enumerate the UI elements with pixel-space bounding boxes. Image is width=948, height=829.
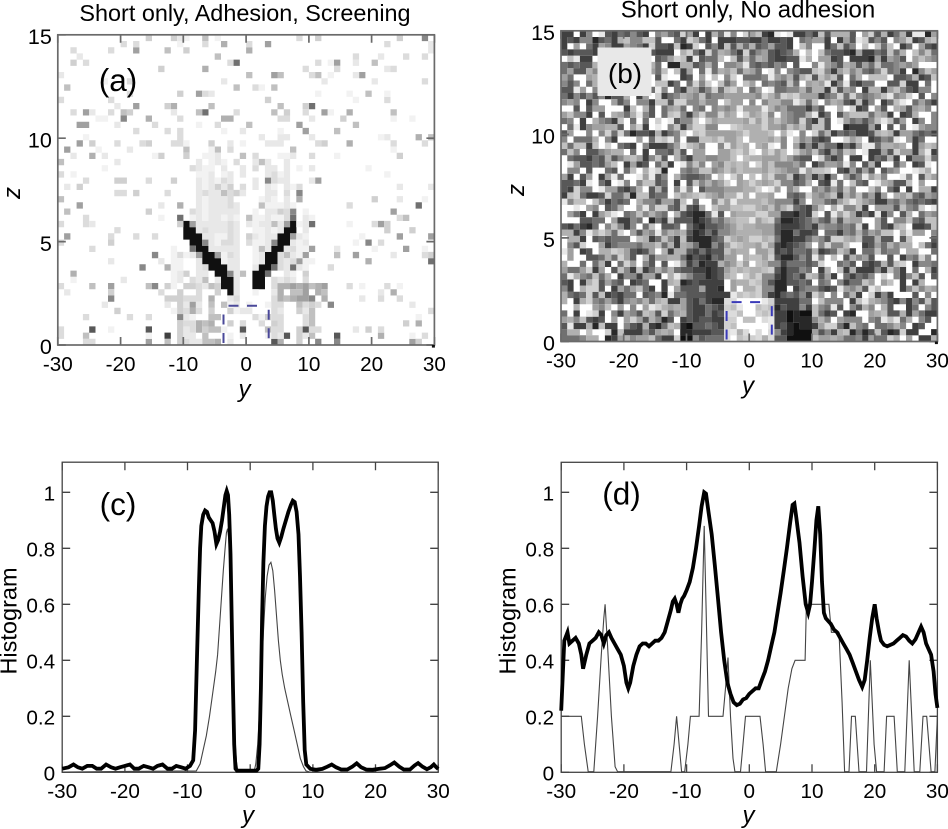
svg-text:Short only, Adhesion, Screenin: Short only, Adhesion, Screening — [79, 0, 410, 26]
svg-text:20: 20 — [364, 780, 387, 803]
svg-text:y: y — [741, 802, 757, 829]
svg-text:-10: -10 — [672, 350, 702, 373]
svg-text:-30: -30 — [546, 780, 576, 803]
svg-text:30: 30 — [926, 350, 948, 373]
svg-text:-30: -30 — [43, 353, 73, 376]
svg-text:y: y — [740, 373, 756, 400]
svg-text:5: 5 — [543, 228, 555, 252]
svg-text:0: 0 — [240, 353, 252, 376]
svg-text:1: 1 — [44, 482, 56, 505]
svg-text:Histogram: Histogram — [0, 567, 22, 674]
svg-text:0: 0 — [743, 350, 755, 373]
svg-text:20: 20 — [863, 780, 886, 803]
svg-text:30: 30 — [427, 780, 450, 803]
svg-text:-30: -30 — [546, 350, 576, 373]
svg-text:0.8: 0.8 — [525, 538, 554, 561]
svg-text:(a): (a) — [99, 62, 138, 98]
svg-text:(c): (c) — [100, 486, 137, 522]
svg-text:(b): (b) — [608, 58, 642, 89]
svg-text:10: 10 — [531, 125, 555, 149]
svg-text:(d): (d) — [602, 476, 641, 512]
svg-text:0: 0 — [40, 335, 52, 359]
svg-text:20: 20 — [863, 350, 886, 373]
svg-text:0.6: 0.6 — [525, 594, 554, 617]
svg-text:0: 0 — [244, 780, 256, 803]
svg-text:10: 10 — [297, 353, 320, 376]
svg-text:-10: -10 — [173, 780, 203, 803]
svg-text:y: y — [237, 376, 253, 403]
svg-text:0.4: 0.4 — [525, 650, 554, 673]
svg-text:0.2: 0.2 — [26, 706, 55, 729]
svg-text:Histogram: Histogram — [495, 567, 521, 674]
svg-text:0.4: 0.4 — [26, 650, 55, 673]
svg-text:1: 1 — [543, 482, 555, 505]
svg-text:10: 10 — [800, 350, 823, 373]
svg-text:10: 10 — [301, 780, 324, 803]
svg-text:30: 30 — [423, 353, 446, 376]
svg-text:-10: -10 — [168, 353, 198, 376]
svg-text:20: 20 — [360, 353, 383, 376]
svg-text:0.6: 0.6 — [26, 594, 55, 617]
svg-text:10: 10 — [800, 780, 823, 803]
svg-text:10: 10 — [28, 128, 52, 152]
svg-text:-20: -20 — [609, 780, 639, 803]
svg-text:-20: -20 — [106, 353, 136, 376]
svg-text:z: z — [0, 187, 26, 200]
svg-text:0: 0 — [543, 332, 555, 356]
svg-text:0: 0 — [44, 762, 56, 785]
svg-text:15: 15 — [531, 21, 555, 45]
svg-text:-20: -20 — [609, 350, 639, 373]
svg-text:0: 0 — [543, 762, 555, 785]
svg-text:-20: -20 — [110, 780, 140, 803]
svg-text:-30: -30 — [47, 780, 77, 803]
svg-text:5: 5 — [40, 232, 52, 256]
svg-text:-10: -10 — [672, 780, 702, 803]
svg-text:0: 0 — [744, 780, 756, 803]
svg-text:0.8: 0.8 — [26, 538, 55, 561]
svg-text:y: y — [240, 802, 256, 829]
svg-text:15: 15 — [28, 25, 52, 49]
svg-text:30: 30 — [926, 780, 948, 803]
svg-text:z: z — [503, 184, 530, 197]
svg-text:Short only, No adhesion: Short only, No adhesion — [621, 0, 875, 24]
svg-text:0.2: 0.2 — [525, 706, 554, 729]
